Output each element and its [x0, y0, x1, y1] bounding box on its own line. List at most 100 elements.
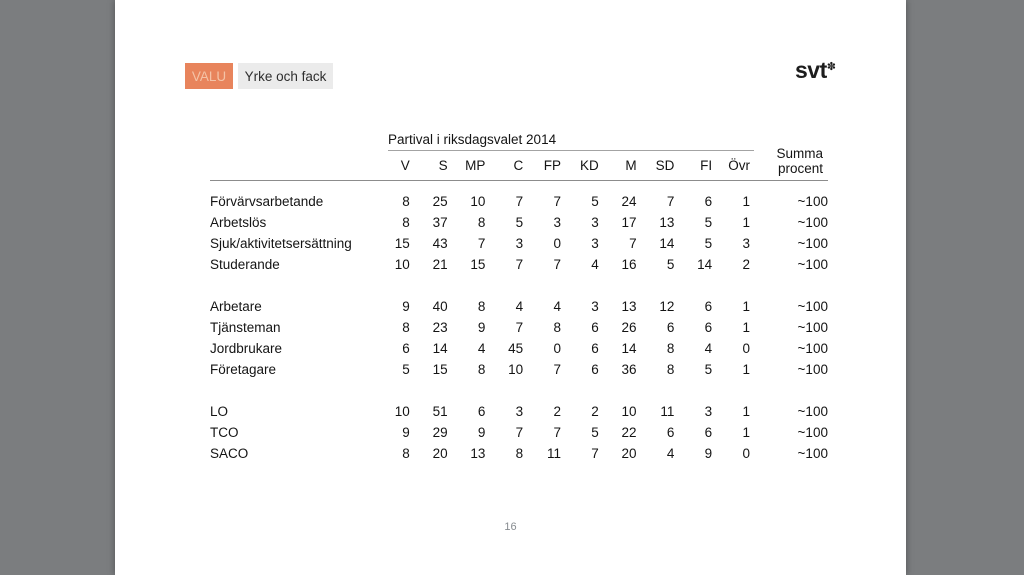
cell-value: 4 — [591, 256, 599, 272]
cell-value: 3 — [553, 214, 561, 230]
cell-value: 5 — [515, 214, 524, 230]
cell-value: 20 — [621, 445, 637, 461]
cell-value: 2 — [742, 256, 750, 272]
cell-summa: ~100 — [797, 256, 828, 272]
cell-value: 5 — [402, 361, 410, 377]
cell-value: 4 — [477, 340, 486, 356]
cell-value: 5 — [591, 193, 599, 209]
cell-value: 7 — [515, 424, 524, 440]
cell-value: 36 — [621, 361, 637, 377]
spacer-row — [210, 181, 828, 191]
cell-value: 0 — [553, 235, 561, 251]
cell-value: 13 — [621, 298, 637, 314]
valu-badge: VALU — [185, 63, 233, 89]
row-label: Arbetare — [210, 298, 262, 314]
row-label: Studerande — [210, 256, 280, 272]
valu-badge-label: VALU — [191, 68, 227, 84]
corner-cell — [210, 122, 372, 151]
page-number: 16 — [504, 521, 517, 533]
cell-value: 21 — [432, 256, 448, 272]
cell-value: 7 — [553, 424, 561, 440]
table-row: Företagare 5 15 8 10 7 6 36 8 5 1 ~100 — [210, 359, 828, 380]
cell-value: 2 — [553, 403, 561, 419]
cell-value: 7 — [477, 235, 486, 251]
cell-value: 6 — [704, 193, 713, 209]
cell-value: 51 — [432, 403, 448, 419]
cell-value: 5 — [704, 235, 713, 251]
cell-value: 0 — [553, 340, 561, 356]
table-row: Jordbrukare 6 14 4 45 0 6 14 8 4 0 ~100 — [210, 338, 828, 359]
cell-value: 1 — [742, 361, 750, 377]
cell-value: 29 — [432, 424, 448, 440]
group-gap-cell — [210, 380, 828, 401]
cell-value: 8 — [402, 193, 410, 209]
cell-value: 17 — [621, 214, 637, 230]
cell-value: 11 — [546, 445, 561, 461]
cell-value: 13 — [659, 214, 675, 230]
cell-value: 10 — [621, 403, 637, 419]
cell-summa: ~100 — [797, 214, 828, 230]
cell-value: 10 — [394, 256, 410, 272]
cell-value: 6 — [704, 298, 713, 314]
cell-value: 7 — [629, 235, 637, 251]
cell-value: 1 — [742, 214, 750, 230]
cell-value: 9 — [704, 445, 713, 461]
cell-value: 3 — [591, 235, 599, 251]
svt-logo-text: svt — [795, 57, 827, 83]
cell-summa: ~100 — [797, 340, 828, 356]
cell-value: 11 — [660, 403, 675, 419]
table-row: TCO 9 29 9 7 7 5 22 6 6 1 ~100 — [210, 422, 828, 443]
cell-value: 0 — [742, 445, 750, 461]
cell-value: 6 — [704, 424, 713, 440]
column-header: SD — [636, 151, 675, 181]
cell-value: 8 — [553, 319, 561, 335]
cell-value: 15 — [432, 361, 448, 377]
cell-value: 8 — [515, 445, 524, 461]
cell-value: 5 — [704, 361, 713, 377]
cell-value: 25 — [432, 193, 448, 209]
party-header-row: V S MP C FP KD M SD FI Övr — [210, 151, 828, 181]
svt-logo: svt✽ — [795, 57, 836, 84]
cell-value: 14 — [697, 256, 713, 272]
cell-value: 4 — [515, 298, 524, 314]
table-row: LO 10 51 6 3 2 2 10 11 3 1 ~100 — [210, 401, 828, 422]
cell-value: 16 — [621, 256, 637, 272]
cell-value: 8 — [402, 319, 410, 335]
cell-value: 9 — [402, 424, 410, 440]
cell-summa: ~100 — [797, 193, 828, 209]
cell-value: 7 — [553, 361, 561, 377]
row-label: Sjuk/aktivitetsersättning — [210, 235, 352, 251]
table-row: Förvärvsarbetande 8 25 10 7 7 5 24 7 6 1 ~100 — [210, 191, 828, 212]
column-header: KD — [560, 151, 599, 181]
cell-value: 5 — [591, 424, 599, 440]
cell-value: 14 — [432, 340, 448, 356]
cell-value: 0 — [742, 340, 750, 356]
row-label: Arbetslös — [210, 214, 267, 230]
cell-value: 10 — [394, 403, 410, 419]
row-label: Förvärvsarbetande — [210, 193, 324, 209]
row-label: Företagare — [210, 361, 277, 377]
cell-summa: ~100 — [797, 298, 828, 314]
cell-value: 26 — [621, 319, 637, 335]
column-header: M — [598, 151, 637, 181]
cell-value: 6 — [666, 319, 675, 335]
cell-value: 5 — [666, 256, 675, 272]
group-gap-cell — [210, 275, 828, 296]
cell-value: 10 — [508, 361, 524, 377]
tab-yrke-och-fack[interactable]: Yrke och fack — [238, 63, 333, 89]
row-label: LO — [210, 403, 229, 419]
summa-header-line2: procent — [777, 161, 823, 176]
cell-value: 22 — [621, 424, 637, 440]
cell-value: 1 — [742, 424, 750, 440]
cell-value: 1 — [742, 319, 750, 335]
span-header-row: Partival i riksdagsvalet 2014 Summa proc… — [210, 122, 828, 181]
row-label: TCO — [210, 424, 239, 440]
cell-summa: ~100 — [797, 403, 828, 419]
cell-value: 9 — [402, 298, 410, 314]
cell-value: 3 — [704, 403, 713, 419]
cell-value: 8 — [666, 361, 675, 377]
cell-value: 6 — [666, 424, 675, 440]
cell-summa: ~100 — [797, 319, 828, 335]
table-row: Tjänsteman 8 23 9 7 8 6 26 6 6 1 ~100 — [210, 317, 828, 338]
